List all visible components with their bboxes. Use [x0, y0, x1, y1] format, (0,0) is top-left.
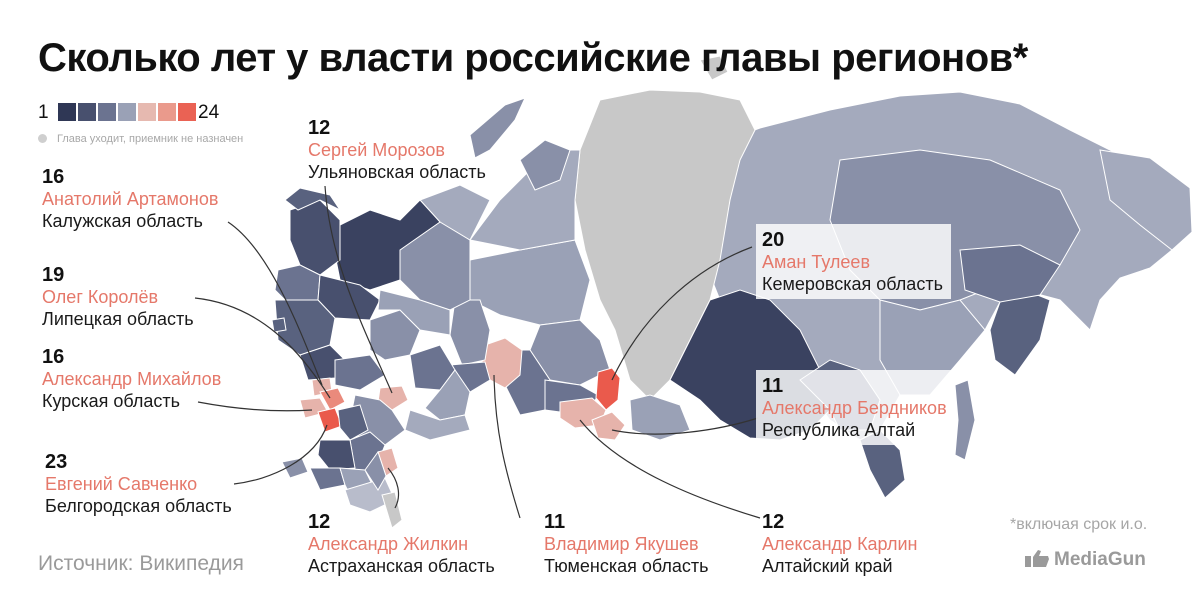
label-years: 12 [308, 117, 331, 139]
label-region: Белгородская область [45, 495, 232, 516]
label-region: Курская область [42, 390, 180, 411]
label-region: Тюменская область [544, 555, 709, 576]
kaliningrad-region [271, 317, 287, 333]
label-governor: Александр Михайлов [42, 369, 222, 389]
vacant-note: Глава уходит, приемник не назначен [38, 133, 243, 145]
lipetsk-region [319, 387, 346, 411]
leader-tyumen [493, 374, 521, 519]
severnaya-zemlya [699, 55, 729, 81]
label-lipetsk: 19 Олег Королёв Липецкая область [42, 263, 194, 330]
legend-swatch [138, 103, 156, 121]
label-years: 23 [45, 451, 68, 473]
label-region: Алтайский край [762, 555, 893, 576]
leader-kaluga [227, 221, 323, 386]
label-astrakhan: 12 Александр Жилкин Астраханская область [308, 510, 495, 577]
label-years: 12 [762, 511, 785, 533]
legend-swatch [78, 103, 96, 121]
legend-min-label: 1 [38, 102, 49, 123]
vacant-dot-icon [38, 134, 47, 143]
legend-swatch [118, 103, 136, 121]
ryazan-region [334, 354, 386, 391]
label-kursk: 16 Александр Михайлов Курская область [42, 345, 221, 412]
label-governor: Александр Карлин [762, 534, 918, 554]
leader-altai-krai [579, 419, 761, 519]
kalmykia-region [364, 450, 387, 491]
sverdlovsk-region [449, 299, 491, 366]
label-region: Калужская область [42, 210, 203, 231]
label-governor: Владимир Якушев [544, 534, 699, 554]
label-governor: Олег Королёв [42, 287, 159, 307]
brand-logo: MediaGun [1024, 548, 1146, 571]
kirov-region [377, 289, 451, 336]
label-belgorod: 23 Евгений Савченко Белгородская область [45, 450, 232, 517]
legend-max-label: 24 [198, 102, 220, 123]
legend-swatch [98, 103, 116, 121]
novaya-zemlya [469, 97, 526, 159]
label-governor: Анатолий Артамонов [42, 189, 219, 209]
label-kaluga: 16 Анатолий Артамонов Калужская область [42, 165, 218, 232]
label-tyumen: 11 Владимир Якушев Тюменская область [544, 510, 709, 577]
label-governor: Александр Жилкин [308, 534, 469, 554]
thumbs-up-icon [1025, 550, 1049, 567]
label-governor: Аман Тулеев [762, 252, 871, 272]
murmansk-region [284, 187, 342, 212]
krasnodar-region [309, 467, 346, 491]
chukotka-region [1099, 149, 1193, 251]
footnote: *включая срок и.о. [1010, 516, 1148, 533]
label-years: 16 [42, 346, 65, 368]
kemerovo-region [595, 367, 621, 411]
label-region: Кемеровская область [762, 273, 943, 294]
voronezh-region [337, 404, 369, 441]
label-governor: Евгений Савченко [45, 474, 198, 494]
label-years: 20 [762, 229, 785, 251]
leader-kemerovo [611, 246, 753, 381]
label-region: Ульяновская область [308, 161, 486, 182]
label-kemerovo: 20 Аман Тулеев Кемеровская область [756, 224, 951, 300]
label-region: Липецкая область [42, 308, 194, 329]
magadan-region [959, 244, 1061, 303]
tuva-region [629, 394, 691, 441]
leader-kursk [197, 401, 313, 412]
label-altai-krai: 12 Александр Карлин Алтайский край [762, 510, 917, 577]
label-region: Республика Алтай [762, 419, 916, 440]
altai-republic-region [591, 411, 626, 441]
karelia-region [289, 199, 341, 276]
leader-altai-rep [611, 417, 759, 435]
rostov-region [317, 439, 356, 471]
label-years: 19 [42, 264, 65, 286]
label-governor: Сергей Морозов [308, 140, 445, 160]
leader-lipetsk [194, 297, 331, 399]
label-years: 11 [762, 375, 784, 397]
leader-belgorod [233, 424, 328, 485]
leader-astrakhan [387, 467, 400, 509]
chart-title: Сколько лет у власти российские главы ре… [38, 36, 1028, 80]
label-ulyanovsk: 12 Сергей Морозов Ульяновская область [308, 116, 486, 183]
label-region: Астраханская область [308, 555, 495, 576]
label-years: 11 [544, 511, 566, 533]
kamchatka-region [989, 291, 1051, 376]
legend-swatch [178, 103, 196, 121]
crimea-region [281, 457, 309, 479]
vacant-note-text: Глава уходит, приемник не назначен [57, 133, 244, 145]
label-altai-republic: 11 Александр Бердников Республика Алтай [756, 370, 955, 446]
khanty-region [469, 239, 591, 326]
label-years: 16 [42, 166, 65, 188]
label-governor: Александр Бердников [762, 398, 947, 418]
legend-swatches [58, 103, 198, 121]
sakhalin-region [954, 379, 976, 461]
brand-name: MediaGun [1054, 549, 1146, 570]
leader-ulyanovsk [324, 185, 393, 394]
label-years: 12 [308, 511, 331, 533]
yamal-peninsula [519, 139, 571, 191]
legend-swatch [158, 103, 176, 121]
dagestan-region [381, 491, 403, 529]
source-credit: Источник: Википедия [38, 552, 244, 575]
legend-swatch [58, 103, 76, 121]
